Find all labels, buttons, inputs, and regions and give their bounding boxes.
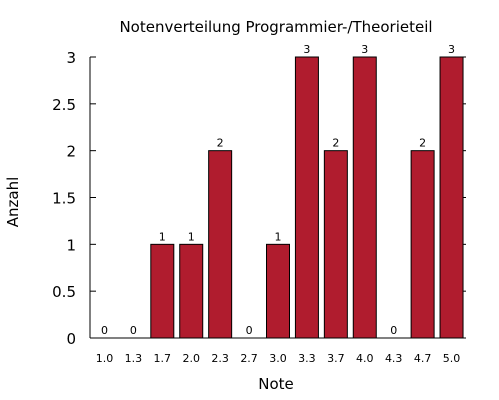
x-tick-label: 4.3 — [385, 352, 403, 365]
data-label: 2 — [332, 137, 339, 150]
x-axis-label: Note — [258, 375, 294, 393]
y-tick-label: 2 — [66, 143, 76, 161]
x-tick-label: 1.0 — [96, 352, 114, 365]
data-label: 1 — [159, 230, 166, 243]
x-tick-label: 1.3 — [125, 352, 143, 365]
y-axis-label: Anzahl — [4, 177, 22, 228]
y-tick-label: 2.5 — [52, 96, 76, 114]
x-tick-label: 2.7 — [240, 352, 258, 365]
y-tick-label: 1 — [66, 236, 76, 254]
bar-1-7 — [150, 243, 175, 339]
data-label: 2 — [217, 137, 224, 150]
y-tick-label: 0.5 — [52, 283, 76, 301]
y-tick-label: 3 — [66, 49, 76, 67]
data-label: 3 — [303, 43, 310, 56]
bar-4-7 — [410, 150, 435, 339]
data-label: 3 — [361, 43, 368, 56]
x-tick-label: 4.0 — [356, 352, 374, 365]
bar-2-3 — [208, 150, 233, 339]
x-tick-label: 1.7 — [154, 352, 172, 365]
bar-2-0 — [179, 243, 204, 339]
x-tick-label: 5.0 — [443, 352, 461, 365]
bar-5-0 — [439, 56, 464, 339]
x-tick-label: 3.0 — [269, 352, 287, 365]
plot-area: 0 0.5 1 1.5 2 2.5 3 0 1.0 0 1.3 1 1.7 1 2.0 2 2.3 0 2.7 1 3.… — [52, 43, 466, 365]
data-label: 1 — [188, 230, 195, 243]
bar-3-0 — [266, 243, 290, 339]
data-label: 0 — [246, 324, 253, 337]
x-tick-label: 3.7 — [327, 352, 345, 365]
y-tick-label: 1.5 — [52, 190, 76, 208]
y-tick-label: 0 — [66, 330, 76, 348]
x-tick-label: 2.0 — [182, 352, 200, 365]
data-label: 1 — [275, 230, 282, 243]
data-label: 0 — [101, 324, 108, 337]
data-label: 2 — [419, 137, 426, 150]
bar-3-3 — [294, 56, 319, 339]
bar-4-0 — [352, 56, 377, 339]
x-tick-label: 4.7 — [414, 352, 432, 365]
data-label: 0 — [390, 324, 397, 337]
x-tick-label: 2.3 — [211, 352, 229, 365]
data-label: 3 — [448, 43, 455, 56]
data-label: 0 — [130, 324, 137, 337]
bar-3-7 — [323, 150, 348, 339]
x-tick-label: 3.3 — [298, 352, 316, 365]
chart-title: Notenverteilung Programmier-/Theorieteil — [119, 18, 432, 36]
